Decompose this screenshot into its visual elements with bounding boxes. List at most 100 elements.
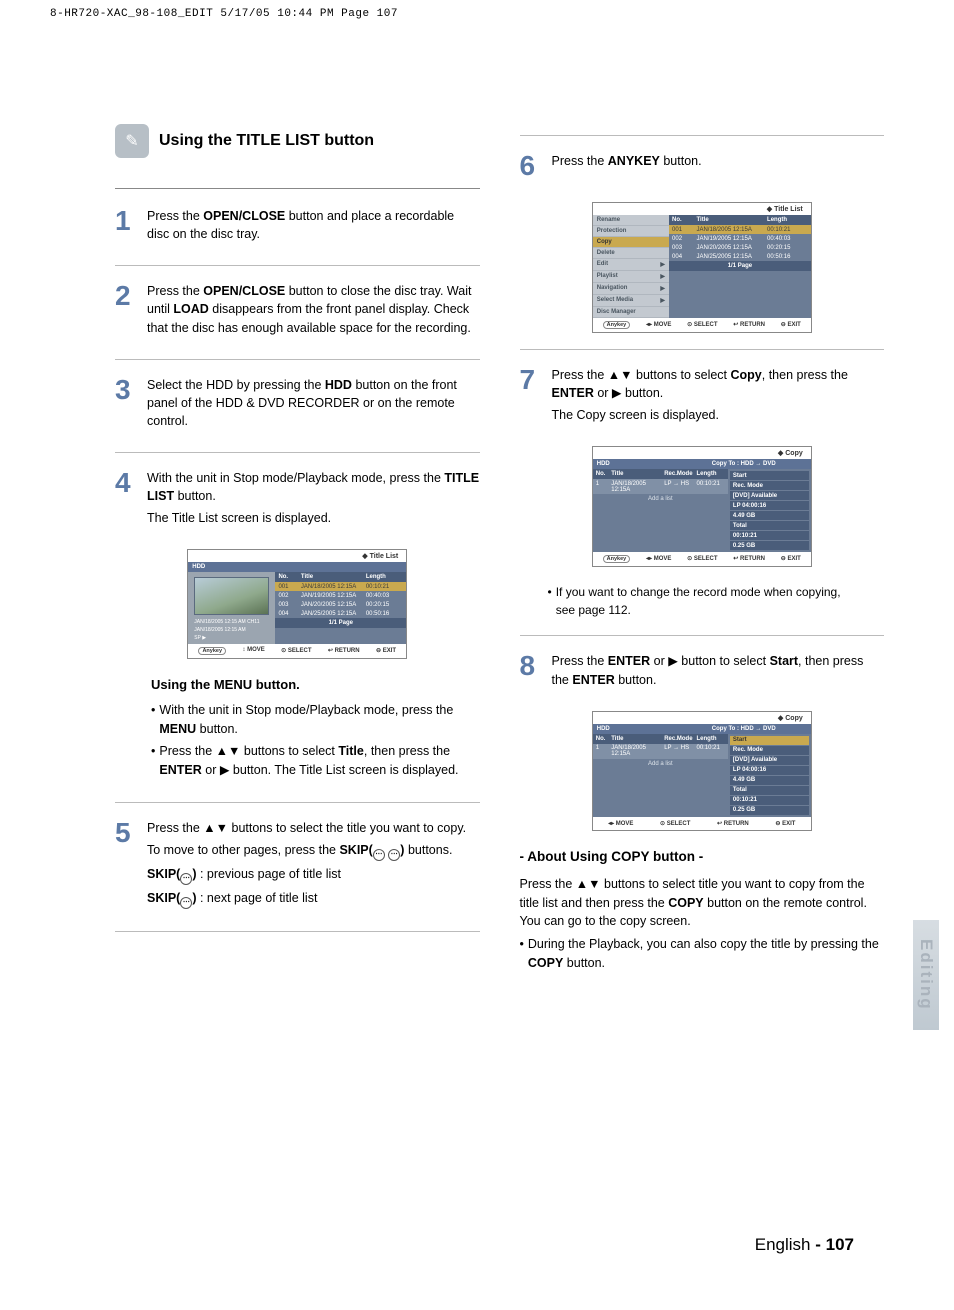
divider [520, 135, 885, 136]
left-column: ✎ Using the TITLE LIST button 1 Press th… [115, 110, 480, 973]
menu-item: Select Media▶ [593, 295, 669, 307]
osd-footer: Anykey ◂▸ MOVE ⊙ SELECT ↩ RETURN ⊖ EXIT [593, 318, 811, 332]
menu-item: Protection [593, 226, 669, 237]
osd-title-list: Title List HDD JAN/18/2005 12:15 AM CH11… [187, 549, 407, 659]
step-text: Press the ▲▼ buttons to select the title… [147, 819, 480, 909]
divider [115, 359, 480, 360]
copy-option: 00:10:21 [730, 531, 809, 540]
copy-option: Start [730, 736, 809, 745]
table-row: 004JAN/25/2005 12:15A00:50:16 [275, 609, 406, 618]
titlelist-icon: ✎ [115, 124, 149, 158]
table-row: 002JAN/19/2005 12:15A00:40:03 [669, 234, 811, 243]
step-3: 3 Select the HDD by pressing the HDD but… [115, 376, 480, 430]
menu-item: Disc Manager [593, 307, 669, 318]
divider [520, 635, 885, 636]
osd-copy-options: StartRec. Mode[DVD] AvailableLP 04:00:16… [728, 469, 811, 552]
step-number: 7 [520, 366, 542, 424]
step-number: 5 [115, 819, 137, 909]
copy-option: 4.49 GB [730, 511, 809, 520]
osd-footer: Anykey ↕ MOVE ⊙ SELECT ↩ RETURN ⊖ EXIT [188, 644, 406, 658]
osd-header: Title List [593, 203, 811, 215]
copy-option: 4.49 GB [730, 776, 809, 785]
copy-option: Rec. Mode [730, 481, 809, 490]
page-footer: English - 107 [755, 1235, 854, 1255]
table-row: 003JAN/20/2005 12:15A00:20:15 [275, 600, 406, 609]
osd-list-pane: No. Title Length 001JAN/18/2005 12:15A00… [669, 215, 811, 318]
side-tab-label: Editing [916, 939, 936, 1011]
osd-subheader: HDD Copy To : HDD → DVD [593, 459, 811, 469]
step-number: 2 [115, 282, 137, 336]
section-title: ✎ Using the TITLE LIST button [115, 124, 480, 158]
divider [115, 802, 480, 803]
osd-footer: Anykey ◂▸ MOVE ⊙ SELECT ↩ RETURN ⊖ EXIT [593, 552, 811, 566]
copy-option: LP 04:00:16 [730, 501, 809, 510]
footer-page-number: - 107 [815, 1235, 854, 1254]
note-text: If you want to change the record mode wh… [548, 583, 857, 619]
step-number: 8 [520, 652, 542, 688]
step-6: 6 Press the ANYKEY button. [520, 152, 885, 180]
divider [115, 265, 480, 266]
menu-item: Delete [593, 248, 669, 259]
about-copy-block: - About Using COPY button - Press the ▲▼… [520, 847, 885, 973]
divider [520, 349, 885, 350]
divider [115, 931, 480, 932]
step-subtext: The Copy screen is displayed. [552, 406, 885, 424]
copy-option: 0.25 GB [730, 806, 809, 815]
step-text: Select the HDD by pressing the HDD butto… [147, 376, 480, 430]
table-row: 002JAN/19/2005 12:15A00:40:03 [275, 591, 406, 600]
menu-item: Rename [593, 215, 669, 226]
step-7: 7 Press the ▲▼ buttons to select Copy, t… [520, 366, 885, 424]
step-4: 4 With the unit in Stop mode/Playback mo… [115, 469, 480, 527]
step-number: 3 [115, 376, 137, 430]
step-5: 5 Press the ▲▼ buttons to select the tit… [115, 819, 480, 909]
about-copy-text: Press the ▲▼ buttons to select title you… [520, 875, 885, 931]
osd-list-pane: No. Title Length 001JAN/18/2005 12:15A00… [275, 572, 406, 644]
copy-option: Total [730, 786, 809, 795]
using-menu-title: Using the MENU button. [151, 675, 480, 695]
step-text: Press the OPEN/CLOSE button and place a … [147, 207, 480, 243]
about-copy-title: - About Using COPY button - [520, 847, 885, 867]
step-number: 4 [115, 469, 137, 527]
step-1: 1 Press the OPEN/CLOSE button and place … [115, 207, 480, 243]
table-row: 004JAN/25/2005 12:15A00:50:16 [669, 252, 811, 261]
section-heading: Using the TITLE LIST button [159, 132, 374, 150]
osd-menu-list: RenameProtectionCopyDeleteEdit▶Playlist▶… [593, 215, 669, 318]
footer-language: English [755, 1235, 811, 1254]
osd-copy-list: No. Title Rec.Mode Length 1 JAN/18/2005 … [593, 469, 728, 552]
osd-copy-list: No. Title Rec.Mode Length 1 JAN/18/2005 … [593, 734, 728, 817]
osd-footer: ◂▸ MOVE ⊙ SELECT ↩ RETURN ⊖ EXIT [593, 817, 811, 830]
bullet-item: During the Playback, you can also copy t… [520, 935, 885, 973]
step-subtext: The Title List screen is displayed. [147, 509, 480, 527]
table-row: 001JAN/18/2005 12:15A00:10:21 [669, 225, 811, 234]
copy-option: Rec. Mode [730, 746, 809, 755]
copy-option: LP 04:00:16 [730, 766, 809, 775]
osd-anykey-menu: Title List RenameProtectionCopyDeleteEdi… [592, 202, 812, 333]
osd-header: Copy [593, 712, 811, 724]
bullet-item: With the unit in Stop mode/Playback mode… [151, 701, 480, 739]
osd-subheader: HDD [188, 562, 406, 572]
step-8: 8 Press the ENTER or ▶ button to select … [520, 652, 885, 688]
menu-item: Playlist▶ [593, 271, 669, 283]
step-text: Press the ENTER or ▶ button to select St… [552, 652, 885, 688]
copy-option: [DVD] Available [730, 491, 809, 500]
step-text: With the unit in Stop mode/Playback mode… [147, 469, 480, 527]
osd-header: Title List [188, 550, 406, 562]
step-number: 1 [115, 207, 137, 243]
osd-copy-options: StartRec. Mode[DVD] AvailableLP 04:00:16… [728, 734, 811, 817]
osd-header: Copy [593, 447, 811, 459]
side-tab: Editing [913, 920, 939, 1030]
menu-item: Navigation▶ [593, 283, 669, 295]
copy-option: 00:10:21 [730, 796, 809, 805]
step-text: Press the ▲▼ buttons to select Copy, the… [552, 366, 885, 424]
step-text: Press the OPEN/CLOSE button to close the… [147, 282, 480, 336]
osd-subheader: HDD Copy To : HDD → DVD [593, 724, 811, 734]
copy-option: 0.25 GB [730, 541, 809, 550]
osd-copy-screen-1: Copy HDD Copy To : HDD → DVD No. Title R… [592, 446, 812, 567]
osd-copy-screen-2: Copy HDD Copy To : HDD → DVD No. Title R… [592, 711, 812, 831]
menu-item: Copy [593, 237, 669, 248]
thumbnail-icon [194, 577, 269, 615]
print-header: 8-HR720-XAC_98-108_EDIT 5/17/05 10:44 PM… [50, 8, 398, 20]
step-number: 6 [520, 152, 542, 180]
step-text: Press the ANYKEY button. [552, 152, 885, 180]
table-row: 001JAN/18/2005 12:15A00:10:21 [275, 582, 406, 591]
